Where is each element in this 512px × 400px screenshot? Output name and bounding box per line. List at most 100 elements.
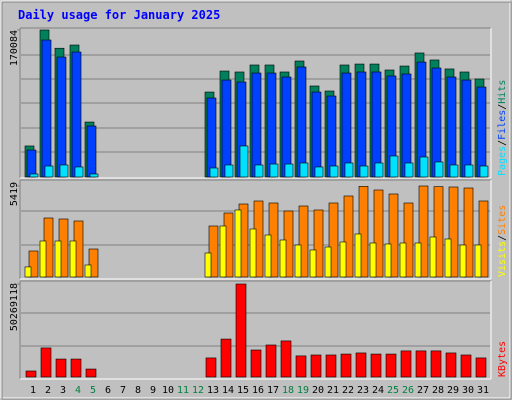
legend-entry: Pages [497, 146, 508, 176]
x-tick-label: 8 [135, 385, 141, 396]
x-tick-label: 18 [282, 385, 294, 396]
bar [279, 239, 287, 278]
bar [265, 344, 277, 378]
bar [388, 193, 399, 278]
bar [449, 164, 459, 178]
bar [478, 200, 489, 278]
bar [418, 185, 429, 278]
legend: Visits/Sites [497, 205, 508, 277]
x-tick-label: 17 [267, 385, 279, 396]
x-tick-label: 14 [222, 385, 234, 396]
bar [235, 283, 247, 378]
bar [464, 164, 474, 178]
legend-separator: / [497, 235, 508, 241]
bar [250, 349, 262, 378]
bar [328, 202, 339, 278]
bar [358, 186, 369, 278]
bar [208, 225, 219, 278]
bar [41, 39, 52, 178]
bar [326, 95, 337, 178]
bar [369, 242, 377, 278]
x-tick-label: 1 [30, 385, 36, 396]
x-tick-label: 7 [120, 385, 126, 396]
bar [373, 189, 384, 278]
x-tick-label: 30 [462, 385, 474, 396]
bar [221, 79, 232, 178]
bar [384, 243, 392, 278]
bar [459, 244, 467, 278]
bar [295, 355, 307, 378]
bar [444, 238, 452, 278]
x-tick-label: 11 [177, 385, 189, 396]
bar [39, 240, 47, 278]
x-tick-label: 12 [192, 385, 204, 396]
x-tick-label: 3 [60, 385, 66, 396]
bar [404, 162, 414, 178]
x-tick-label: 15 [237, 385, 249, 396]
bar [294, 244, 302, 278]
bar [269, 163, 279, 178]
y-tick-label: 170084 [9, 30, 20, 66]
bar [431, 67, 442, 178]
bar [85, 368, 97, 378]
bar [254, 164, 264, 178]
x-tick-label: 6 [105, 385, 111, 396]
bar [28, 250, 39, 278]
bar [205, 357, 217, 378]
x-tick-label: 10 [162, 385, 174, 396]
bar [359, 165, 369, 178]
bar [24, 266, 32, 278]
bar [74, 166, 84, 178]
y-tick-label: 5419 [9, 182, 20, 206]
legend-separator: / [497, 140, 508, 146]
bar [461, 79, 472, 178]
legend-separator: / [497, 104, 508, 110]
bar [401, 73, 412, 178]
x-tick-label: 26 [402, 385, 414, 396]
bar [89, 173, 99, 178]
bar [343, 195, 354, 278]
bar [296, 66, 307, 178]
bar [341, 72, 352, 178]
bar [415, 350, 427, 378]
x-tick-label: 28 [432, 385, 444, 396]
bar [264, 234, 272, 278]
bar [329, 165, 339, 178]
bar [479, 165, 489, 178]
legend: Pages/Files/Hits [497, 80, 508, 176]
bar [344, 162, 354, 178]
bar [371, 71, 382, 178]
bar [414, 242, 422, 278]
bar [204, 252, 212, 278]
bar [25, 370, 37, 378]
x-tick-label: 21 [327, 385, 339, 396]
x-tick-label: 31 [477, 385, 489, 396]
bar [84, 264, 92, 278]
bar [324, 246, 332, 278]
bar [389, 155, 399, 178]
bar [399, 242, 407, 278]
bar [71, 51, 82, 178]
bar [55, 358, 67, 378]
bar [313, 209, 324, 278]
bar [446, 76, 457, 178]
x-tick-label: 22 [342, 385, 354, 396]
bar [220, 338, 232, 378]
bar [340, 353, 352, 378]
bar [284, 163, 294, 178]
x-tick-label: 13 [207, 385, 219, 396]
bar [54, 240, 62, 278]
legend-entry: KBytes [497, 341, 508, 377]
bar [385, 353, 397, 378]
legend-entry: Files [497, 110, 508, 140]
bar [403, 202, 414, 278]
bar [86, 125, 97, 178]
bar [239, 145, 249, 178]
x-tick-label: 19 [297, 385, 309, 396]
x-tick-label: 2 [45, 385, 51, 396]
bar [309, 249, 317, 278]
bar [419, 156, 429, 178]
